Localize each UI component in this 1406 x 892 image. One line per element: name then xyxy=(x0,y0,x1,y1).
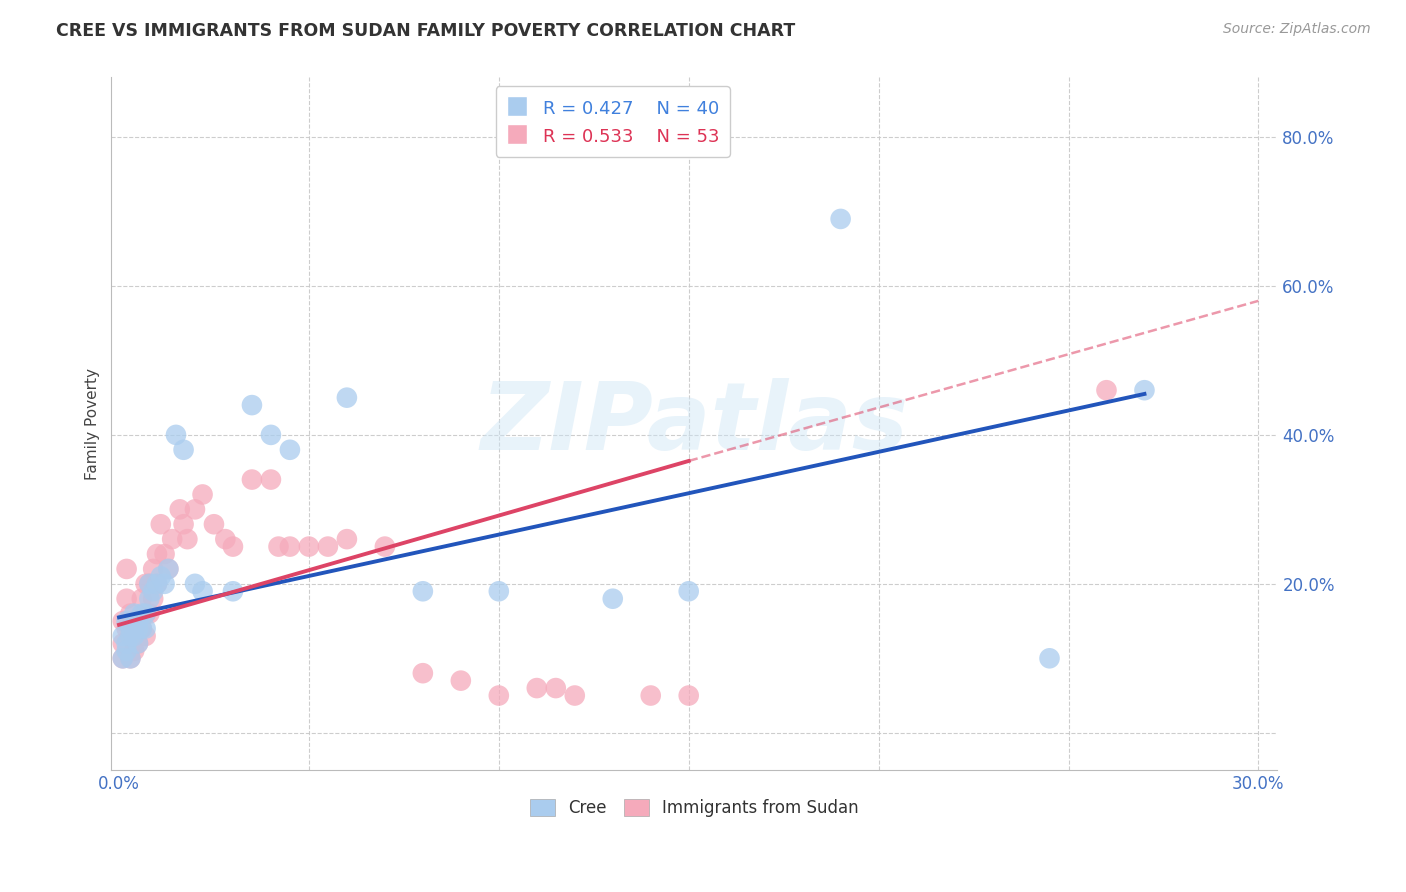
Point xyxy=(127,614,149,628)
Point xyxy=(240,398,263,412)
Point xyxy=(184,577,207,591)
Point xyxy=(153,577,176,591)
Point xyxy=(1038,651,1060,665)
Point xyxy=(142,584,165,599)
Point xyxy=(111,614,134,628)
Point xyxy=(640,689,662,703)
Point xyxy=(564,689,586,703)
Point xyxy=(120,629,142,643)
Point xyxy=(135,629,157,643)
Point xyxy=(135,607,157,621)
Point xyxy=(222,584,245,599)
Point xyxy=(115,636,138,650)
Point xyxy=(191,487,214,501)
Point xyxy=(450,673,472,688)
Point xyxy=(120,651,142,665)
Point xyxy=(146,547,169,561)
Point xyxy=(135,622,157,636)
Point xyxy=(157,562,180,576)
Point xyxy=(138,607,160,621)
Point xyxy=(1133,383,1156,397)
Point xyxy=(127,636,149,650)
Point xyxy=(278,540,301,554)
Point xyxy=(115,591,138,606)
Point xyxy=(149,569,172,583)
Point xyxy=(122,607,145,621)
Point xyxy=(131,607,153,621)
Point xyxy=(240,473,263,487)
Point xyxy=(602,591,624,606)
Point xyxy=(298,540,321,554)
Point xyxy=(111,651,134,665)
Point xyxy=(488,689,510,703)
Point xyxy=(135,607,157,621)
Point xyxy=(160,532,183,546)
Point xyxy=(214,532,236,546)
Text: ZIPatlas: ZIPatlas xyxy=(481,377,908,470)
Point xyxy=(138,577,160,591)
Point xyxy=(374,540,396,554)
Point xyxy=(157,562,180,576)
Point xyxy=(176,532,198,546)
Text: Source: ZipAtlas.com: Source: ZipAtlas.com xyxy=(1223,22,1371,37)
Point xyxy=(316,540,339,554)
Point xyxy=(127,614,149,628)
Point xyxy=(412,666,434,681)
Point xyxy=(488,584,510,599)
Point xyxy=(202,517,225,532)
Point xyxy=(131,622,153,636)
Point xyxy=(142,562,165,576)
Point xyxy=(127,636,149,650)
Point xyxy=(115,614,138,628)
Point xyxy=(173,442,195,457)
Point xyxy=(169,502,191,516)
Point xyxy=(120,622,142,636)
Point xyxy=(1095,383,1118,397)
Point xyxy=(191,584,214,599)
Y-axis label: Family Poverty: Family Poverty xyxy=(86,368,100,480)
Point xyxy=(135,577,157,591)
Point xyxy=(260,428,283,442)
Point xyxy=(138,591,160,606)
Point xyxy=(146,577,169,591)
Point xyxy=(115,562,138,576)
Point xyxy=(153,547,176,561)
Point xyxy=(111,651,134,665)
Point xyxy=(127,622,149,636)
Point xyxy=(544,681,567,695)
Point xyxy=(278,442,301,457)
Point xyxy=(149,517,172,532)
Point xyxy=(115,644,138,658)
Point xyxy=(142,591,165,606)
Point xyxy=(115,622,138,636)
Point xyxy=(111,629,134,643)
Point xyxy=(260,473,283,487)
Point xyxy=(267,540,290,554)
Legend: Cree, Immigrants from Sudan: Cree, Immigrants from Sudan xyxy=(523,792,865,824)
Point xyxy=(122,622,145,636)
Point xyxy=(678,689,700,703)
Point xyxy=(138,577,160,591)
Point xyxy=(222,540,245,554)
Point xyxy=(131,591,153,606)
Point xyxy=(120,607,142,621)
Point xyxy=(830,211,852,226)
Point xyxy=(120,629,142,643)
Point xyxy=(131,622,153,636)
Point xyxy=(412,584,434,599)
Point xyxy=(120,651,142,665)
Text: CREE VS IMMIGRANTS FROM SUDAN FAMILY POVERTY CORRELATION CHART: CREE VS IMMIGRANTS FROM SUDAN FAMILY POV… xyxy=(56,22,796,40)
Point xyxy=(111,636,134,650)
Point xyxy=(173,517,195,532)
Point xyxy=(678,584,700,599)
Point xyxy=(122,644,145,658)
Point xyxy=(336,391,359,405)
Point xyxy=(165,428,187,442)
Point xyxy=(122,629,145,643)
Point xyxy=(526,681,548,695)
Point xyxy=(184,502,207,516)
Point xyxy=(146,577,169,591)
Point xyxy=(336,532,359,546)
